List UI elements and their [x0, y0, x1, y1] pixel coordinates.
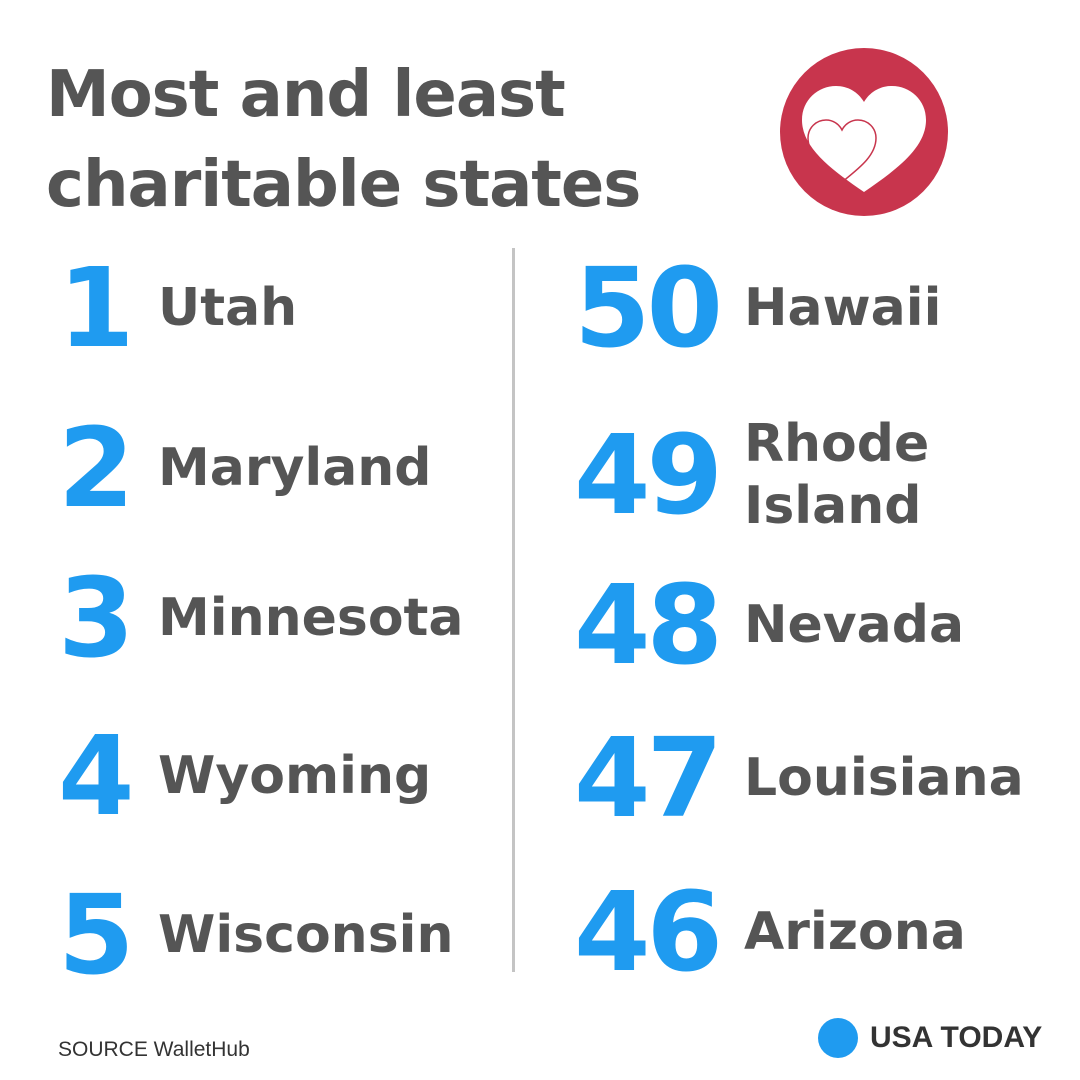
- circle-icon: [818, 1018, 858, 1058]
- brand-logo: USA TODAY: [818, 1018, 1042, 1058]
- state-name: Hawaii: [744, 278, 942, 338]
- rank-number: 50: [574, 244, 723, 372]
- list-item: 48 Nevada: [574, 570, 964, 680]
- source-credit: SOURCE WalletHub: [58, 1038, 250, 1061]
- brand-name: USA TODAY: [870, 1021, 1043, 1054]
- state-name: Louisiana: [744, 748, 1024, 808]
- list-item: 46 Arizona: [574, 877, 966, 987]
- state-name: Maryland: [158, 438, 432, 498]
- rank-number: 46: [574, 868, 723, 996]
- rank-number: 48: [574, 561, 723, 689]
- state-name: Wisconsin: [158, 905, 454, 965]
- list-item: 5 Wisconsin: [58, 880, 454, 990]
- rank-number: 47: [574, 714, 723, 842]
- list-item: 1 Utah: [58, 253, 297, 363]
- list-item: 50 Hawaii: [574, 253, 941, 363]
- hearts-icon: [780, 48, 948, 216]
- state-name: Minnesota: [158, 588, 464, 648]
- rank-number: 49: [574, 411, 723, 539]
- list-item: 2 Maryland: [58, 413, 432, 523]
- state-name: Nevada: [744, 595, 965, 655]
- state-name: Arizona: [744, 902, 966, 962]
- page-title: Most and least charitable states: [46, 58, 641, 222]
- rank-number: 2: [58, 404, 135, 532]
- state-name: Wyoming: [158, 746, 432, 806]
- column-divider: [512, 248, 515, 972]
- rank-number: 3: [58, 554, 135, 682]
- rank-number: 4: [58, 712, 135, 840]
- list-item: 3 Minnesota: [58, 563, 464, 673]
- state-name: Rhode Island: [744, 414, 930, 536]
- list-item: 4 Wyoming: [58, 721, 431, 831]
- rank-number: 5: [58, 871, 135, 999]
- state-name: Utah: [158, 278, 298, 338]
- list-item: 49 Rhode Island: [574, 413, 929, 537]
- rank-number: 1: [58, 244, 135, 372]
- list-item: 47 Louisiana: [574, 723, 1024, 833]
